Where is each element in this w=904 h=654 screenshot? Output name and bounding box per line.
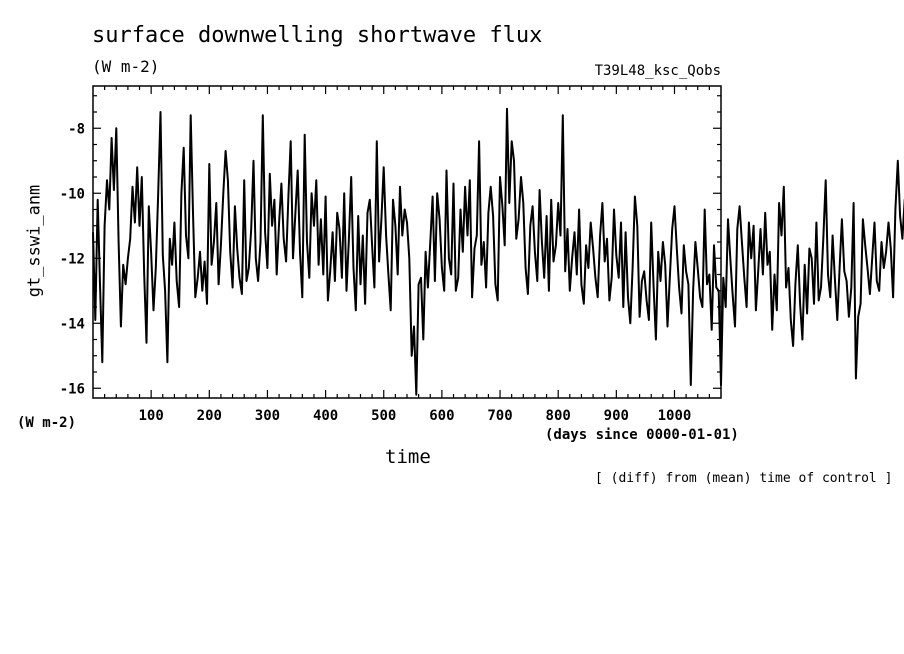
y-tick-label: -8 — [68, 121, 85, 137]
x-tick-label: 600 — [429, 408, 454, 424]
x-tick-marks — [104, 86, 710, 398]
x-tick-label: 700 — [487, 408, 512, 424]
chart-title: surface downwelling shortwave flux — [92, 23, 543, 48]
footnote: [ (diff) from (mean) time of control ] — [595, 471, 893, 486]
x-axis-units: (days since 0000-01-01) — [545, 427, 739, 443]
x-tick-label: 800 — [546, 408, 571, 424]
units-top: (W m-2) — [92, 57, 160, 76]
x-tick-labels: 100 200 300 400 500 600 700 800 900 1000 — [138, 408, 691, 424]
y-tick-label: -16 — [60, 381, 85, 397]
y-tick-labels: -8 -10 -12 -14 -16 — [60, 121, 85, 397]
y-axis-label: gt_sswi_anm — [24, 184, 45, 298]
y-tick-label: -12 — [60, 251, 85, 267]
series-line — [92, 107, 904, 396]
x-tick-label: 400 — [313, 408, 338, 424]
x-axis-label: time — [385, 446, 431, 468]
run-label: T39L48_ksc_Qobs — [594, 63, 721, 79]
x-tick-label: 1000 — [658, 408, 692, 424]
x-tick-label: 900 — [604, 408, 629, 424]
units-left: (W m-2) — [17, 415, 77, 431]
x-tick-label: 100 — [138, 408, 163, 424]
x-tick-label: 300 — [255, 408, 280, 424]
x-tick-label: 500 — [371, 408, 396, 424]
y-tick-label: -10 — [60, 186, 85, 202]
plot-frame — [92, 85, 722, 399]
y-tick-label: -14 — [60, 316, 85, 332]
x-tick-label: 200 — [197, 408, 222, 424]
